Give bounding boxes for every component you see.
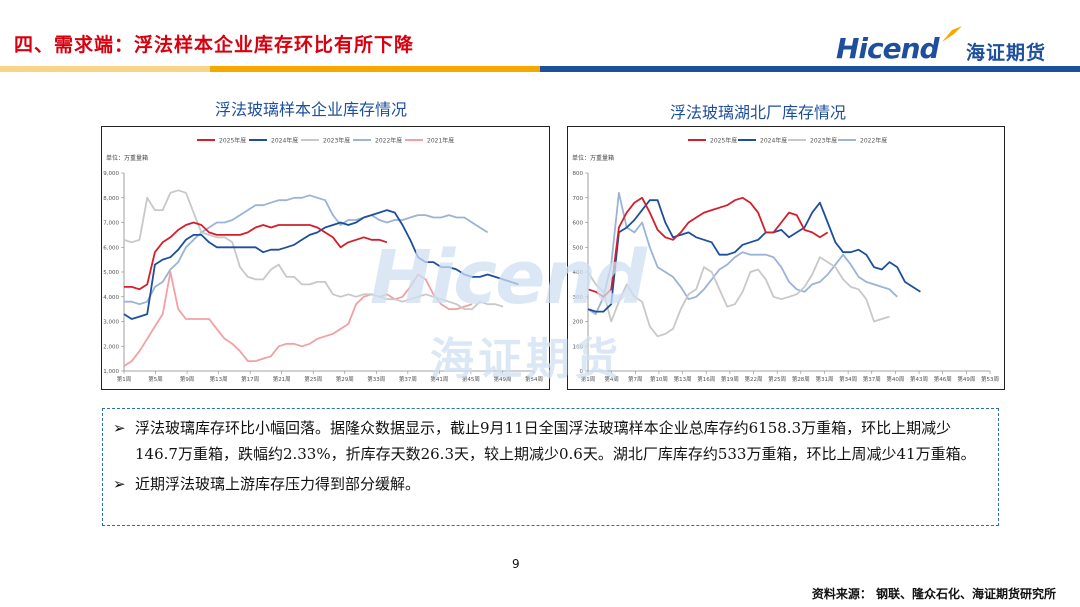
x-tick-label: 第34周 xyxy=(839,375,857,383)
x-tick-label: 第41周 xyxy=(430,375,448,383)
series-line xyxy=(587,196,829,298)
series-line xyxy=(124,194,489,306)
y-tick-label: 100 xyxy=(573,344,584,350)
arrow-bullet-icon: ➢ xyxy=(113,419,126,437)
y-tick-label: 1,000 xyxy=(103,369,119,375)
x-tick-label: 第7周 xyxy=(628,375,643,383)
series-line xyxy=(587,199,921,313)
x-tick-label: 第28周 xyxy=(792,375,810,383)
y-tick-label: 800 xyxy=(573,171,584,177)
x-tick-label: 第4周 xyxy=(604,375,619,383)
x-tick-label: 第37周 xyxy=(863,375,881,383)
y-tick-label: 8,000 xyxy=(103,196,119,202)
x-tick-label: 第9周 xyxy=(180,375,195,383)
x-tick-label: 第1周 xyxy=(581,375,596,383)
y-tick-label: 200 xyxy=(573,320,584,326)
x-tick-label: 第25周 xyxy=(304,375,322,383)
legend-label: 2024年度 xyxy=(760,137,787,145)
legend-label: 2025年度 xyxy=(710,137,737,145)
header-bar-blue xyxy=(540,66,1080,72)
series-line xyxy=(123,189,504,311)
hicend-logo: Hicend 海证期货 xyxy=(836,24,1046,68)
chart1-title: 浮法玻璃样本企业库存情况 xyxy=(215,100,408,119)
bullet-text: 近期浮法玻璃上游库存压力得到部分缓解。 xyxy=(135,475,421,493)
source-note: 资料来源： 钢联、隆众石化、海证期货研究所 xyxy=(811,587,1056,601)
y-tick-label: 700 xyxy=(573,196,584,202)
x-tick-label: 第1周 xyxy=(117,375,132,383)
y-tick-label: 400 xyxy=(573,270,584,276)
x-tick-label: 第46周 xyxy=(934,375,952,383)
x-tick-label: 第10周 xyxy=(650,375,668,383)
x-tick-label: 第54周 xyxy=(525,375,543,383)
x-tick-label: 第16周 xyxy=(697,375,715,383)
x-tick-label: 第37周 xyxy=(399,375,417,383)
x-tick-label: 第17周 xyxy=(241,375,259,383)
logo-text-cn: 海证期货 xyxy=(965,42,1046,64)
x-tick-label: 第5周 xyxy=(148,375,163,383)
chart1-frame: 2025年度 2024年度 2023年度 2022年度 2021年度单位：万重量箱 1,0… xyxy=(101,126,550,390)
arrow-bullet-icon: ➢ xyxy=(113,475,126,493)
header-bar-light xyxy=(0,66,210,72)
y-tick-label: 300 xyxy=(573,295,584,301)
logo-text-en: Hicend xyxy=(836,32,940,65)
logo-wing-icon xyxy=(942,26,962,42)
chart2-frame: 2025年度 2024年度 2023年度 2022年度单位：万重量箱 0 100 200 30… xyxy=(567,126,1005,390)
legend-label: 2023年度 xyxy=(323,137,350,145)
bullet-item: ➢ 浮法玻璃库存环比小幅回落。据隆众数据显示，截止9月11日全国浮法玻璃样本企业… xyxy=(113,415,988,467)
x-tick-label: 第53周 xyxy=(981,375,999,383)
x-tick-label: 第33周 xyxy=(367,375,385,383)
series-line xyxy=(587,256,890,338)
legend-label: 2022年度 xyxy=(375,137,402,145)
x-tick-label: 第31周 xyxy=(815,375,833,383)
y-tick-label: 4,000 xyxy=(103,295,119,301)
series-line xyxy=(587,191,898,316)
page-number: 9 xyxy=(512,557,520,571)
summary-box: ➢ 浮法玻璃库存环比小幅回落。据隆众数据显示，截止9月11日全国浮法玻璃样本企业… xyxy=(102,408,999,526)
x-tick-label: 第49周 xyxy=(493,375,511,383)
x-tick-label: 第43周 xyxy=(910,375,928,383)
x-tick-label: 第13周 xyxy=(210,375,228,383)
y-tick-label: 6,000 xyxy=(103,245,119,251)
y-tick-label: 3,000 xyxy=(103,320,119,326)
unit-label: 单位：万重量箱 xyxy=(106,154,148,162)
x-tick-label: 第29周 xyxy=(336,375,354,383)
bullet-text: 浮法玻璃库存环比小幅回落。据隆众数据显示，截止9月11日全国浮法玻璃样本企业总库… xyxy=(135,419,976,463)
x-tick-label: 第22周 xyxy=(745,375,763,383)
x-tick-label: 第21周 xyxy=(273,375,291,383)
legend-label: 2024年度 xyxy=(271,137,298,145)
y-tick-label: 9,000 xyxy=(103,171,119,177)
legend-label: 2022年度 xyxy=(860,137,887,145)
x-tick-label: 第25周 xyxy=(768,375,786,383)
series-line xyxy=(123,271,473,367)
y-tick-label: 0 xyxy=(580,369,584,375)
legend-label: 2021年度 xyxy=(427,137,454,145)
y-tick-label: 500 xyxy=(573,245,584,251)
unit-label: 单位：万重量箱 xyxy=(572,154,614,162)
x-tick-label: 第40周 xyxy=(886,375,904,383)
x-tick-label: 第19周 xyxy=(721,375,739,383)
y-tick-label: 7,000 xyxy=(103,221,119,227)
chart2-title: 浮法玻璃湖北厂库存情况 xyxy=(670,103,847,122)
legend-label: 2025年度 xyxy=(219,137,246,145)
y-tick-label: 600 xyxy=(573,221,584,227)
x-tick-label: 第13周 xyxy=(674,375,692,383)
y-tick-label: 5,000 xyxy=(103,270,119,276)
bullet-item: ➢ 近期浮法玻璃上游库存压力得到部分缓解。 xyxy=(113,471,988,497)
x-tick-label: 第49周 xyxy=(957,375,975,383)
x-tick-label: 第45周 xyxy=(462,375,480,383)
y-tick-label: 2,000 xyxy=(103,344,119,350)
header-bar-orange xyxy=(210,66,540,72)
series-line xyxy=(124,221,388,291)
page-title: 四、需求端：浮法样本企业库存环比有所下降 xyxy=(14,34,415,56)
legend-label: 2023年度 xyxy=(810,137,837,145)
